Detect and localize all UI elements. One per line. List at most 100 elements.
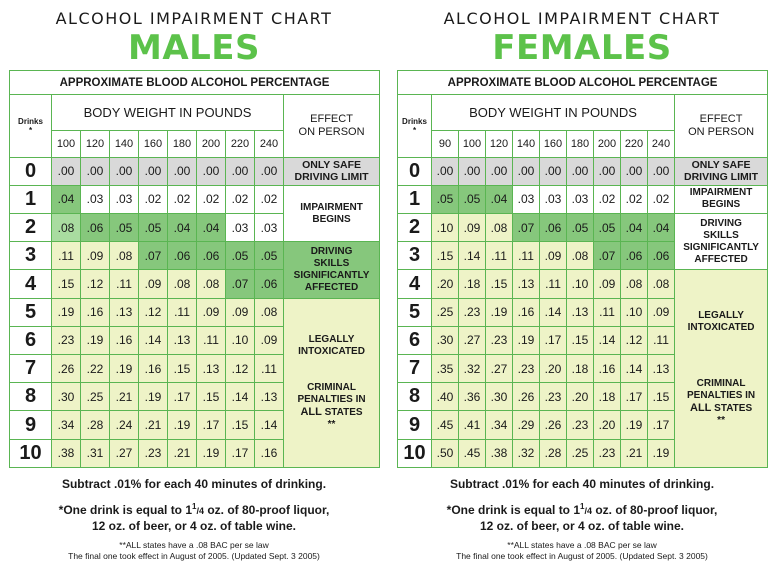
table-row: 8.40.36.30.26.23.20.18.17.15 [397, 382, 768, 412]
bac-value: .13 [512, 269, 540, 299]
bac-value: .04 [647, 213, 675, 243]
effect-text: SKILLS [313, 257, 350, 269]
effect-text: CRIMINAL [696, 378, 746, 390]
drinks-count: 0 [9, 156, 52, 186]
weight-header: 180 [167, 130, 197, 158]
bac-value: .00 [80, 156, 110, 186]
bac-value: .00 [458, 156, 486, 186]
one-drink-note-2: 12 oz. of beer, or 4 oz. of table wine. [91, 519, 297, 533]
law-note-2: The final one took effect in August of 2… [68, 551, 320, 561]
bac-value: .19 [80, 325, 110, 356]
weight-header: 240 [254, 130, 284, 158]
table-row: 4.15.12.11.09.08.08.07.06 [9, 269, 380, 299]
drinks-count: 0 [397, 156, 432, 186]
bac-value: .04 [196, 213, 226, 243]
bac-value: .00 [138, 156, 168, 186]
effect-label-1: EFFECT [699, 112, 743, 125]
bac-value: .28 [80, 410, 110, 440]
sex-title-females: FEMALES [492, 28, 672, 68]
effect-text: AFFECTED [304, 281, 359, 293]
table-row: 6.30.27.23.19.17.15.14.12.11 [397, 325, 768, 356]
states-text: STATES [711, 403, 753, 415]
table-row: 5.25.23.19.16.14.13.11.10.09 [397, 297, 768, 327]
bac-value: .11 [254, 354, 284, 384]
drinks-count: 8 [397, 382, 432, 412]
bac-value: .29 [512, 410, 540, 440]
table-row: 7.35.32.27.23.20.18.16.14.13 [397, 354, 768, 384]
bac-value: .04 [51, 184, 81, 215]
bac-value: .11 [51, 241, 81, 271]
bac-value: .00 [647, 156, 675, 186]
drinks-count: 10 [397, 438, 432, 469]
effect-text: BEGINS [312, 213, 351, 225]
drinks-count: 5 [9, 297, 52, 327]
drinks-count: 6 [397, 325, 432, 356]
bac-value: .04 [620, 213, 648, 243]
bac-value: .00 [620, 156, 648, 186]
bac-value: .09 [539, 241, 567, 271]
drinks-count: 8 [9, 382, 52, 412]
table-row: 9.34.28.24.21.19.17.15.14 [9, 410, 380, 440]
bac-value: .19 [167, 410, 197, 440]
bac-value: .06 [196, 241, 226, 271]
bac-value: .13 [167, 325, 197, 356]
drinks-label: Drinks [18, 116, 43, 126]
bac-value: .36 [458, 382, 486, 412]
bac-value: .41 [458, 410, 486, 440]
bac-value: .09 [196, 297, 226, 327]
bac-value: .05 [254, 241, 284, 271]
bac-value: .15 [566, 325, 594, 356]
bac-value: .26 [539, 410, 567, 440]
bac-value: .11 [167, 297, 197, 327]
bac-value: .05 [225, 241, 255, 271]
bac-value: .02 [196, 184, 226, 215]
bac-value: .25 [80, 382, 110, 412]
all-emphasis: ALL [690, 402, 712, 415]
effect-text: ** [717, 415, 725, 427]
drinks-count: 5 [397, 297, 432, 327]
table-row: 0.00.00.00.00.00.00.00.00.00 ONLY SAFE DRI… [397, 156, 769, 186]
bac-value: .14 [593, 325, 621, 356]
bac-value: .19 [485, 297, 513, 327]
table-row: 3.15.14.11.11.09.08.07.06.06 [397, 241, 768, 271]
bac-value: .02 [138, 184, 168, 215]
bac-value: .15 [167, 354, 197, 384]
bac-value: .09 [225, 297, 255, 327]
bac-value: .08 [566, 241, 594, 271]
bac-value: .12 [80, 269, 110, 299]
bac-value: .11 [485, 241, 513, 271]
bac-value: .16 [109, 325, 139, 356]
bac-value: .02 [593, 184, 621, 215]
bac-value: .02 [254, 184, 284, 215]
bac-value: .11 [647, 325, 675, 356]
bac-value: .06 [254, 269, 284, 299]
table-row: 10.50.45.38.32.28.25.23.21.19 [397, 438, 768, 469]
table-row: 7.26.22.19.16.15.13.12.11 [9, 354, 380, 384]
bac-value: .12 [620, 325, 648, 356]
bac-value: .03 [539, 184, 567, 215]
bac-value: .15 [647, 382, 675, 412]
weight-header: 160 [138, 130, 168, 158]
bac-value: .34 [51, 410, 81, 440]
bac-value: .00 [254, 156, 284, 186]
bac-value: .45 [431, 410, 459, 440]
bac-value: .21 [620, 438, 648, 469]
table-row: 1.04.03.03.02.02.02.02.02 IMPAIRMENT BEGIN… [9, 184, 381, 243]
weight-header: 100 [51, 130, 81, 158]
drinks-count: 10 [9, 438, 52, 469]
bac-value: .02 [647, 184, 675, 215]
bac-value: .06 [80, 213, 110, 243]
drinks-count: 2 [9, 213, 52, 243]
effect-legal-criminal: LEGALLY INTOXICATED CRIMINAL PENALTIES IN AL… [673, 269, 769, 468]
bac-value: .14 [254, 410, 284, 440]
bac-value: .20 [593, 410, 621, 440]
bac-value: .19 [620, 410, 648, 440]
bac-value: .09 [458, 213, 486, 243]
bac-value: .18 [593, 382, 621, 412]
body-weight-header: BODY WEIGHT IN POUNDS [431, 94, 675, 132]
effect-text: PENALTIES IN [297, 394, 366, 406]
one-drink-note: *One drink is equal to 11/4 oz. of 80-pr… [446, 502, 718, 517]
effect-impairment-begins: IMPAIRMENT BEGINS [673, 184, 769, 215]
effect-legal-criminal: LEGALLY INTOXICATED CRIMINAL PENALTIES IN AL… [282, 297, 381, 469]
bac-value: .13 [196, 354, 226, 384]
